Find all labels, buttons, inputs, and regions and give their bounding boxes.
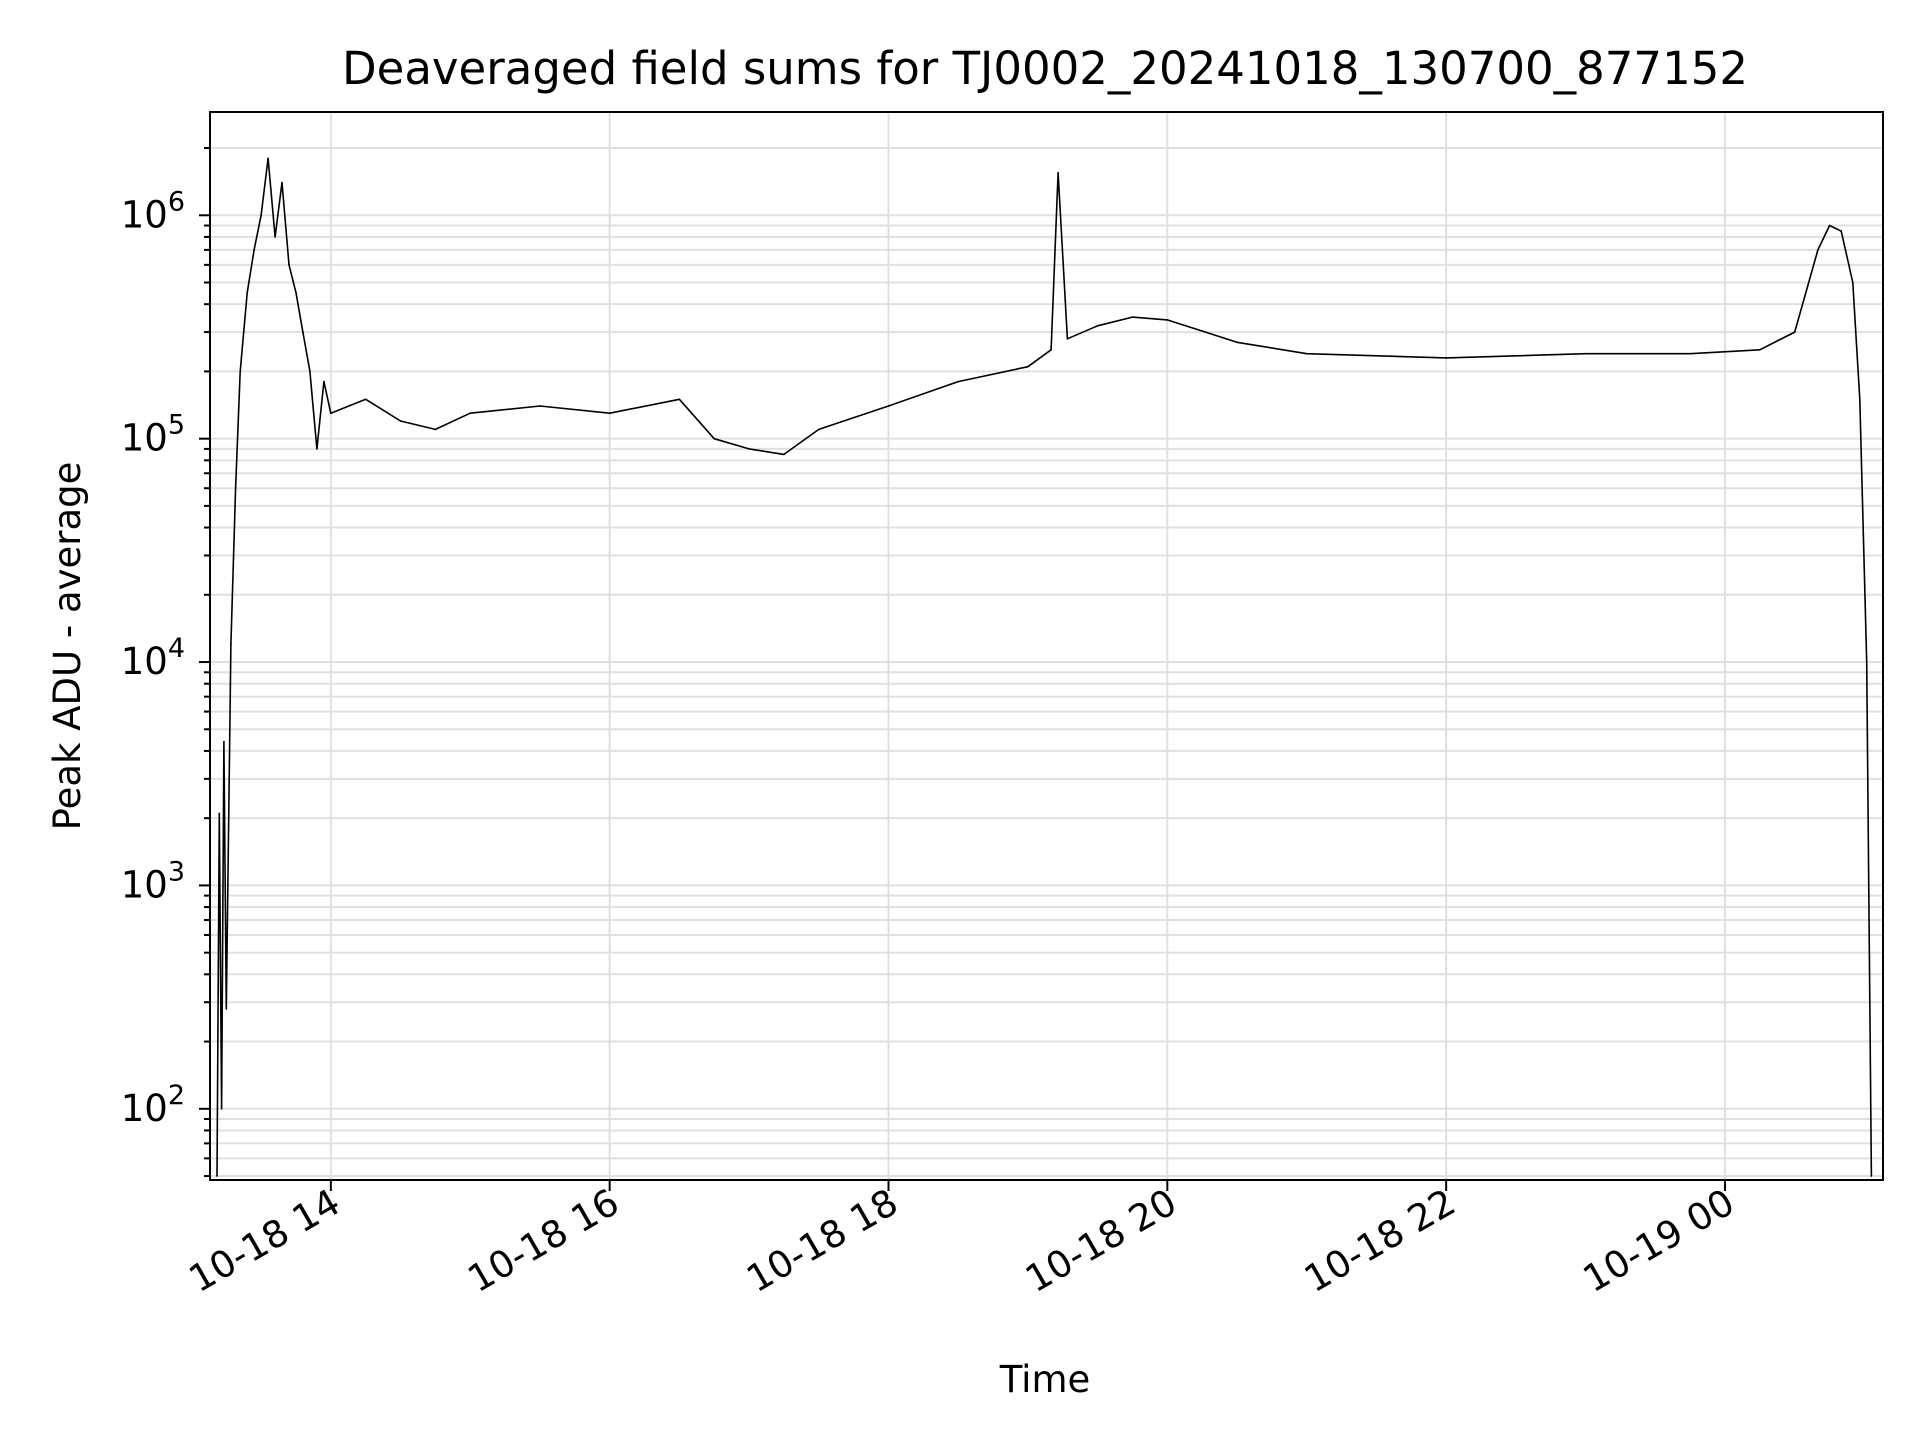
- data-point: [783, 453, 785, 456]
- data-point: [323, 380, 325, 383]
- data-point: [1817, 249, 1819, 251]
- y-tick-base: 10: [121, 193, 168, 236]
- data-point: [1096, 325, 1099, 327]
- grid: [210, 112, 1883, 1180]
- x-axis-label: Time: [999, 1358, 1091, 1401]
- y-tick-exponent: 3: [168, 856, 185, 887]
- data-point: [1050, 348, 1052, 351]
- data-point: [1445, 357, 1447, 359]
- data-point: [1236, 341, 1238, 344]
- data-point: [887, 405, 890, 407]
- y-tick-label: 103: [121, 856, 185, 906]
- y-tick-base: 10: [121, 640, 168, 683]
- data-point: [223, 740, 225, 743]
- data-point: [239, 370, 242, 373]
- data-point: [434, 428, 437, 431]
- data-point: [302, 331, 304, 333]
- data-point: [748, 448, 750, 450]
- data-point: [1166, 319, 1169, 321]
- data-point: [1840, 230, 1842, 232]
- data-point: [1865, 661, 1868, 663]
- data-point: [260, 214, 262, 217]
- data-point: [330, 412, 332, 415]
- data-point: [281, 181, 283, 184]
- data-point: [1057, 171, 1059, 174]
- data-point: [539, 405, 541, 407]
- data-point: [288, 264, 290, 266]
- data-point: [253, 249, 255, 251]
- data-point: [1858, 398, 1861, 401]
- data-point: [274, 236, 276, 238]
- y-tick-base: 10: [121, 417, 168, 460]
- data-point: [246, 291, 248, 294]
- data-point: [469, 412, 472, 415]
- axes-frame: [209, 111, 1884, 1181]
- data-point: [1851, 281, 1854, 284]
- data-point: [957, 380, 960, 383]
- y-tick-base: 10: [121, 863, 168, 906]
- data-point: [309, 370, 311, 373]
- data-point: [364, 398, 367, 401]
- y-tick-label: 106: [121, 186, 185, 236]
- data-point: [678, 398, 681, 401]
- data-point: [1828, 224, 1831, 227]
- data-point: [1305, 352, 1308, 355]
- data-point: [1870, 1175, 1873, 1177]
- y-tick-exponent: 6: [168, 186, 185, 217]
- data-point: [267, 157, 269, 160]
- data-point: [295, 291, 297, 294]
- data-point: [713, 437, 716, 440]
- data-point: [1027, 365, 1029, 368]
- data-point: [234, 487, 237, 490]
- data-point: [817, 428, 820, 431]
- data-point: [1689, 352, 1691, 355]
- y-tick-label: 105: [121, 410, 185, 460]
- data-point: [216, 1175, 218, 1177]
- data-point: [608, 412, 611, 415]
- y-tick-exponent: 5: [168, 410, 185, 441]
- y-tick-base: 10: [121, 1087, 168, 1130]
- data-point: [1131, 316, 1134, 318]
- y-axis-label: Peak ADU - average: [46, 462, 89, 831]
- chart-title: Deaveraged field sums for TJ0002_2024101…: [342, 42, 1748, 95]
- y-tick-label: 104: [121, 633, 185, 683]
- data-point: [225, 1008, 228, 1010]
- y-tick-exponent: 4: [168, 633, 185, 664]
- y-tick-label: 102: [121, 1080, 185, 1130]
- data-point: [1584, 352, 1587, 355]
- plot-area: [216, 157, 1873, 1177]
- data-point: [1066, 337, 1069, 340]
- data-point: [218, 812, 221, 815]
- data-point: [399, 420, 402, 422]
- y-tick-exponent: 2: [168, 1080, 185, 1111]
- data-point: [230, 643, 232, 646]
- data-point: [1793, 331, 1796, 333]
- data-point: [220, 1107, 223, 1110]
- data-point: [1759, 348, 1761, 351]
- data-point: [316, 448, 318, 450]
